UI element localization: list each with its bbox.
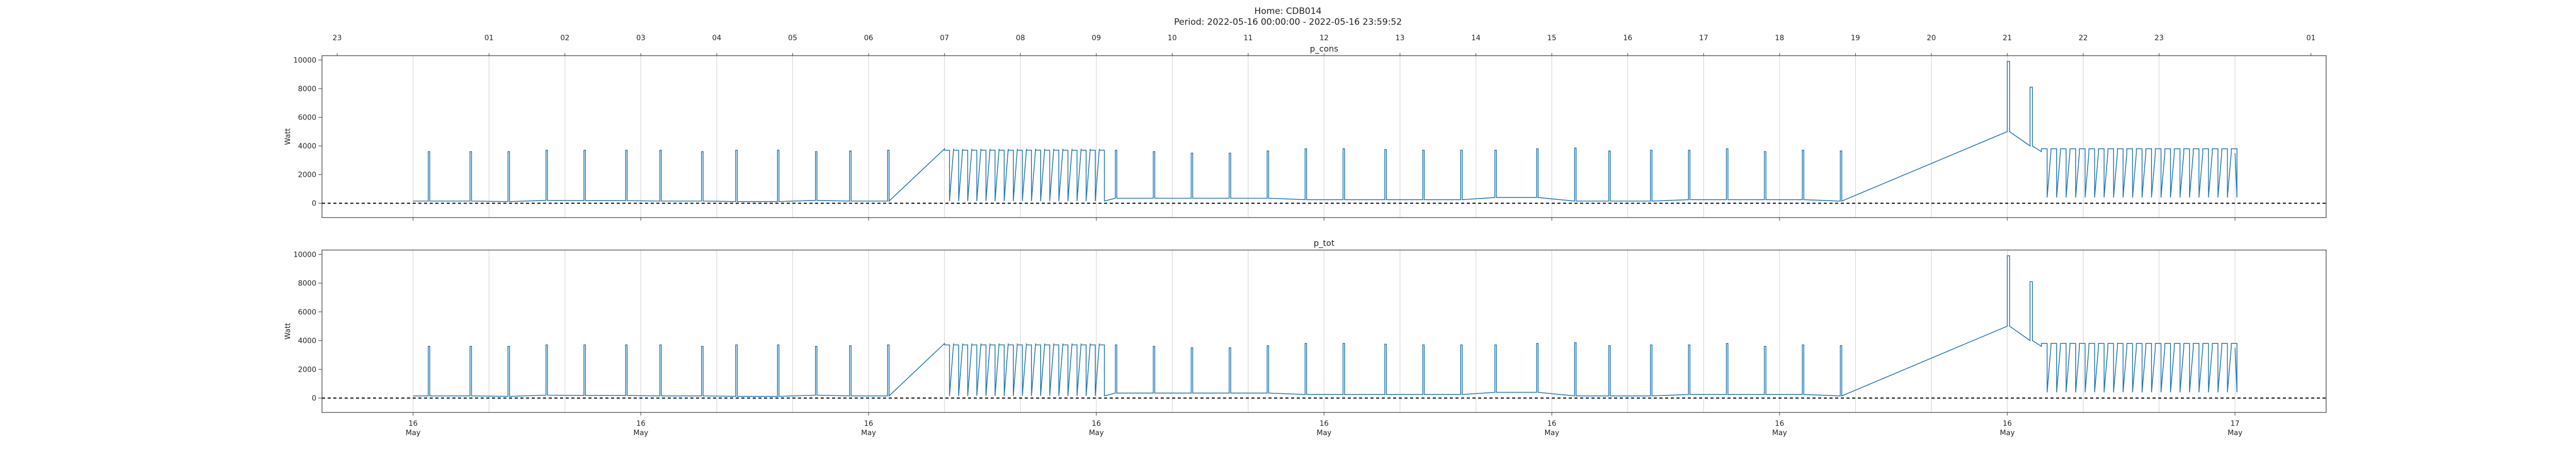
month-tick-label: May <box>861 429 876 437</box>
y-tick-label: 4000 <box>298 142 316 151</box>
chart-panel-p_tot: 0200040006000800010000Wattp_tot16May16Ma… <box>284 238 2327 437</box>
hour-tick-label: 12 <box>1319 34 1329 42</box>
hour-tick-label: 22 <box>2079 34 2088 42</box>
hour-tick-label: 08 <box>1016 34 1025 42</box>
hour-tick-label: 11 <box>1244 34 1253 42</box>
hour-tick-label: 21 <box>2003 34 2012 42</box>
day-tick-label: 16 <box>1319 420 1329 428</box>
hour-tick-label: 05 <box>788 34 798 42</box>
series-line-p_tot <box>413 255 2238 397</box>
y-axis-label: Watt <box>284 128 292 145</box>
chart-panels: 0 2000 4000 6000 8000 10000 Watt p_cons 23 01 02 03… <box>284 34 2327 437</box>
hour-tick-label: 10 <box>1167 34 1177 42</box>
hour-tick-label: 17 <box>1699 34 1708 42</box>
hour-tick-label: 01 <box>484 34 494 42</box>
y-tick-label: 0 <box>312 394 316 403</box>
y-tick-label: 0 <box>312 200 316 208</box>
y-axis-label: Watt <box>284 323 292 340</box>
hour-tick-label: 06 <box>864 34 873 42</box>
y-tick-label: 8000 <box>298 279 316 288</box>
series-line-p_cons <box>413 61 2238 202</box>
day-tick-label: 16 <box>409 420 418 428</box>
hour-tick-label: 07 <box>940 34 949 42</box>
y-tick-label: 6000 <box>298 113 316 122</box>
y-tick-label: 6000 <box>298 308 316 317</box>
hour-tick-label: 13 <box>1395 34 1404 42</box>
y-tick-label: 2000 <box>298 171 316 179</box>
hour-tick-label: 18 <box>1775 34 1784 42</box>
hour-tick-label: 23 <box>2155 34 2164 42</box>
hour-tick-label: 01 <box>2307 34 2316 42</box>
month-tick-label: May <box>405 429 420 437</box>
hour-tick-label: 19 <box>1851 34 1860 42</box>
day-tick-label: 16 <box>1775 420 1784 428</box>
panel-title: p_cons <box>1310 44 1338 54</box>
panel-title: p_tot <box>1314 238 1335 248</box>
y-tick-label: 8000 <box>298 85 316 93</box>
period-title: Period: 2022-05-16 00:00:00 - 2022-05-16… <box>1174 17 1402 27</box>
month-tick-label: May <box>633 429 648 437</box>
month-tick-label: May <box>1089 429 1104 437</box>
day-tick-label: 16 <box>636 420 646 428</box>
hour-tick-label: 03 <box>636 34 646 42</box>
day-tick-label: 17 <box>2230 420 2240 428</box>
hour-tick-label: 04 <box>712 34 721 42</box>
day-tick-label: 16 <box>2003 420 2012 428</box>
hour-tick-label: 16 <box>1623 34 1632 42</box>
y-tick-label: 4000 <box>298 337 316 345</box>
hour-tick-label: 14 <box>1471 34 1481 42</box>
hour-tick-label: 23 <box>333 34 342 42</box>
home-title: Home: CDB014 <box>1255 6 1321 16</box>
month-tick-label: May <box>1317 429 1332 437</box>
month-tick-label: May <box>2228 429 2243 437</box>
hour-tick-label: 20 <box>1927 34 1936 42</box>
month-tick-label: May <box>1772 429 1787 437</box>
hour-tick-label: 02 <box>561 34 570 42</box>
y-tick-label: 10000 <box>293 251 316 259</box>
y-tick-label: 2000 <box>298 366 316 374</box>
day-tick-label: 16 <box>1547 420 1556 428</box>
hour-tick-label: 15 <box>1547 34 1556 42</box>
day-tick-label: 16 <box>1092 420 1101 428</box>
chart-panel-p_cons: 0 2000 4000 6000 8000 10000 Watt p_cons 23 01 02 03… <box>284 34 2327 221</box>
y-tick-label: 10000 <box>293 56 316 64</box>
month-tick-label: May <box>2000 429 2015 437</box>
month-tick-label: May <box>1545 429 1560 437</box>
hour-tick-label: 09 <box>1092 34 1101 42</box>
day-tick-label: 16 <box>864 420 873 428</box>
